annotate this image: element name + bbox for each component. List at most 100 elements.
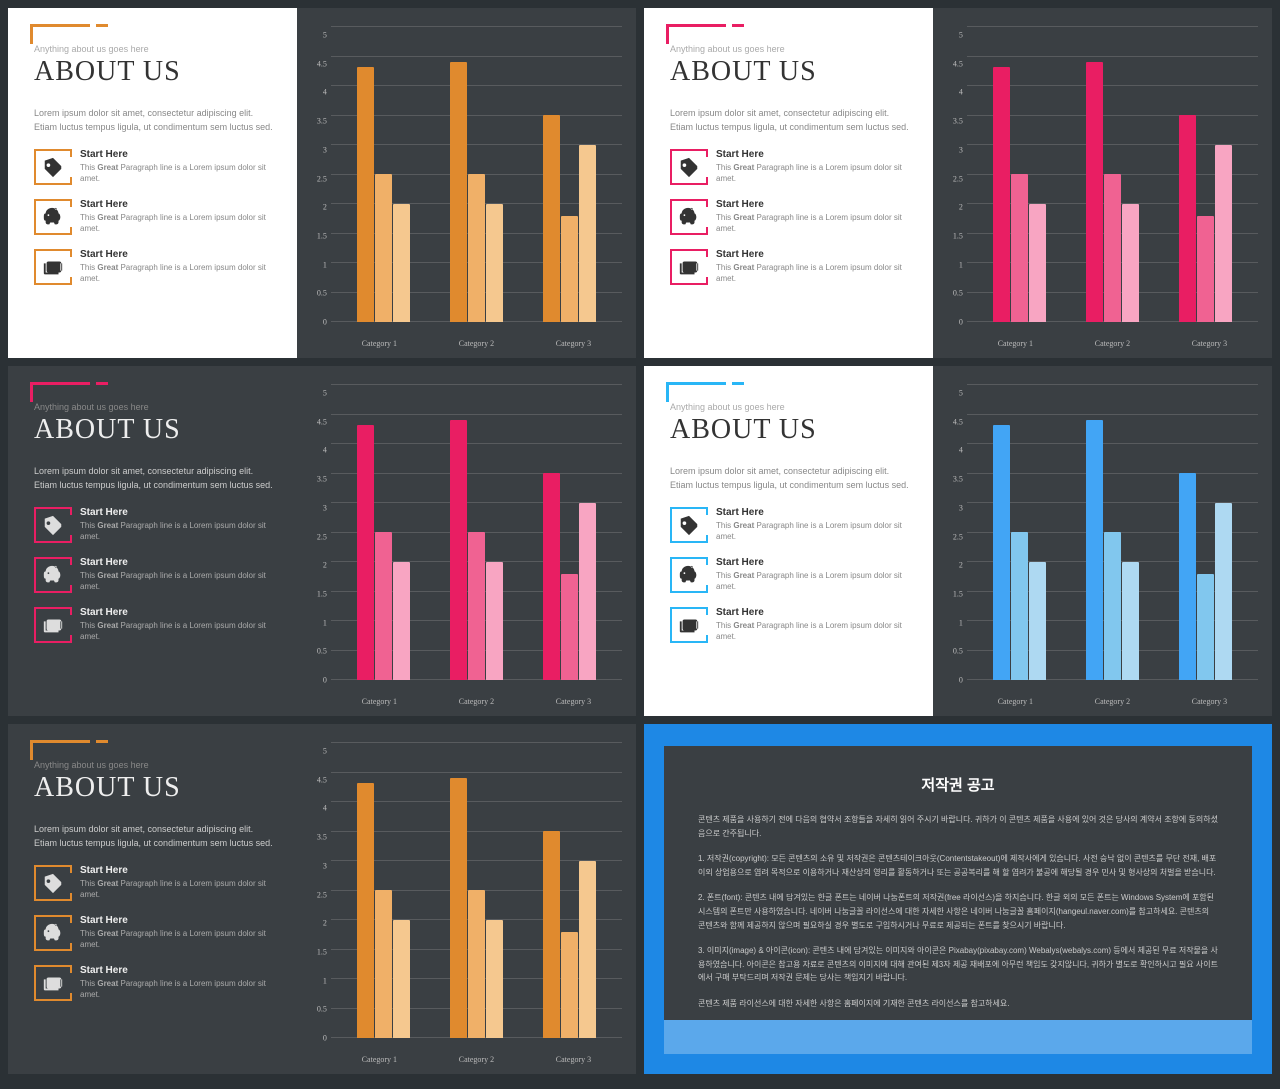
- x-label: Category 3: [1192, 697, 1227, 706]
- feature-desc: This Great Paragraph line is a Lorem ips…: [80, 520, 277, 542]
- feature-item: Start HereThis Great Paragraph line is a…: [34, 607, 277, 643]
- copyright-paragraph: 3. 이미지(image) & 아이콘(icon): 콘텐츠 내에 담겨있는 이…: [698, 944, 1218, 985]
- feature-item: Start HereThis Great Paragraph line is a…: [34, 865, 277, 901]
- title-bracket: [666, 382, 726, 402]
- chart-area: 00.511.522.533.544.55Category 1Category …: [933, 8, 1272, 358]
- bar: [579, 503, 596, 681]
- bar-group: [993, 384, 1046, 680]
- y-tick: 0: [945, 676, 963, 685]
- y-tick: 4.5: [945, 59, 963, 68]
- bar: [993, 425, 1010, 680]
- y-tick: 2: [945, 561, 963, 570]
- bar: [993, 67, 1010, 322]
- y-tick: 3.5: [309, 833, 327, 842]
- description: Lorem ipsum dolor sit amet, consectetur …: [670, 106, 913, 135]
- bar: [1104, 532, 1121, 680]
- x-label: Category 3: [556, 339, 591, 348]
- feature-desc: This Great Paragraph line is a Lorem ips…: [80, 570, 277, 592]
- y-tick: 3: [945, 503, 963, 512]
- bar: [1122, 204, 1139, 323]
- y-tick: 4: [945, 88, 963, 97]
- y-tick: 2: [309, 561, 327, 570]
- feature-item: Start HereThis Great Paragraph line is a…: [670, 149, 913, 185]
- y-tick: 1.5: [309, 948, 327, 957]
- x-label: Category 1: [998, 697, 1033, 706]
- title-bracket: [30, 382, 90, 402]
- bar: [393, 204, 410, 323]
- description: Lorem ipsum dolor sit amet, consectetur …: [34, 822, 277, 851]
- y-tick: 1.5: [945, 232, 963, 241]
- bar: [1011, 532, 1028, 680]
- copyright-title: 저작권 공고: [698, 774, 1218, 795]
- y-tick: 3: [309, 145, 327, 154]
- x-label: Category 2: [1095, 697, 1130, 706]
- feature-item: Start HereThis Great Paragraph line is a…: [670, 199, 913, 235]
- copyright-paragraph: 콘텐츠 제품 라이선스에 대한 자세한 사항은 홈페이지에 기재한 콘텐츠 라이…: [698, 997, 1218, 1011]
- template-slide: Anything about us goes hereABOUT USLorem…: [8, 724, 636, 1074]
- bar: [1197, 574, 1214, 681]
- feature-title: Start Here: [80, 557, 277, 568]
- title-bracket: [666, 24, 726, 44]
- tag-icon: [34, 507, 70, 543]
- y-tick: 0: [309, 1034, 327, 1043]
- bar: [1086, 62, 1103, 323]
- feature-desc: This Great Paragraph line is a Lorem ips…: [716, 212, 913, 234]
- feature-title: Start Here: [716, 607, 913, 618]
- feature-desc: This Great Paragraph line is a Lorem ips…: [80, 162, 277, 184]
- y-tick: 0: [309, 676, 327, 685]
- y-tick: 1: [945, 260, 963, 269]
- y-tick: 2.5: [945, 532, 963, 541]
- bar-group: [543, 384, 596, 680]
- y-tick: 1: [309, 976, 327, 985]
- page-title: ABOUT US: [670, 414, 913, 446]
- feature-desc: This Great Paragraph line is a Lorem ips…: [716, 520, 913, 542]
- feature-desc: This Great Paragraph line is a Lorem ips…: [80, 212, 277, 234]
- bar-group: [1086, 26, 1139, 322]
- feature-title: Start Here: [716, 149, 913, 160]
- bar: [1179, 115, 1196, 322]
- footer-strip: [664, 1020, 1252, 1054]
- bar: [1197, 216, 1214, 323]
- y-tick: 3.5: [309, 117, 327, 126]
- feature-desc: This Great Paragraph line is a Lorem ips…: [716, 620, 913, 642]
- feature-desc: This Great Paragraph line is a Lorem ips…: [716, 262, 913, 284]
- feature-desc: This Great Paragraph line is a Lorem ips…: [716, 570, 913, 592]
- feature-item: Start HereThis Great Paragraph line is a…: [34, 249, 277, 285]
- bar: [1215, 145, 1232, 323]
- feature-desc: This Great Paragraph line is a Lorem ips…: [80, 978, 277, 1000]
- page-title: ABOUT US: [670, 56, 913, 88]
- chart-area: 00.511.522.533.544.55Category 1Category …: [297, 8, 636, 358]
- bar: [1086, 420, 1103, 681]
- y-tick: 5: [309, 31, 327, 40]
- x-label: Category 1: [362, 339, 397, 348]
- bar: [579, 861, 596, 1039]
- feature-title: Start Here: [80, 149, 277, 160]
- chart-area: 00.511.522.533.544.55Category 1Category …: [933, 366, 1272, 716]
- y-tick: 2: [309, 919, 327, 928]
- y-tick: 2: [309, 203, 327, 212]
- y-tick: 4.5: [945, 417, 963, 426]
- bar: [1029, 562, 1046, 681]
- feature-item: Start HereThis Great Paragraph line is a…: [34, 507, 277, 543]
- y-tick: 4.5: [309, 417, 327, 426]
- piggybank-icon: [670, 557, 706, 593]
- y-tick: 1.5: [309, 590, 327, 599]
- chart-area: 00.511.522.533.544.55Category 1Category …: [297, 366, 636, 716]
- bar: [1011, 174, 1028, 322]
- y-tick: 5: [309, 389, 327, 398]
- y-tick: 2.5: [309, 532, 327, 541]
- bar-group: [1179, 384, 1232, 680]
- piggybank-icon: [34, 557, 70, 593]
- feature-title: Start Here: [80, 865, 277, 876]
- y-tick: 3: [309, 503, 327, 512]
- bar: [1122, 562, 1139, 681]
- template-slide: Anything about us goes hereABOUT USLorem…: [644, 8, 1272, 358]
- piggybank-icon: [670, 199, 706, 235]
- feature-item: Start HereThis Great Paragraph line is a…: [34, 915, 277, 951]
- y-tick: 0.5: [945, 647, 963, 656]
- bar: [375, 890, 392, 1038]
- y-tick: 1: [309, 260, 327, 269]
- y-tick: 3.5: [309, 475, 327, 484]
- bar-group: [450, 384, 503, 680]
- feature-title: Start Here: [80, 965, 277, 976]
